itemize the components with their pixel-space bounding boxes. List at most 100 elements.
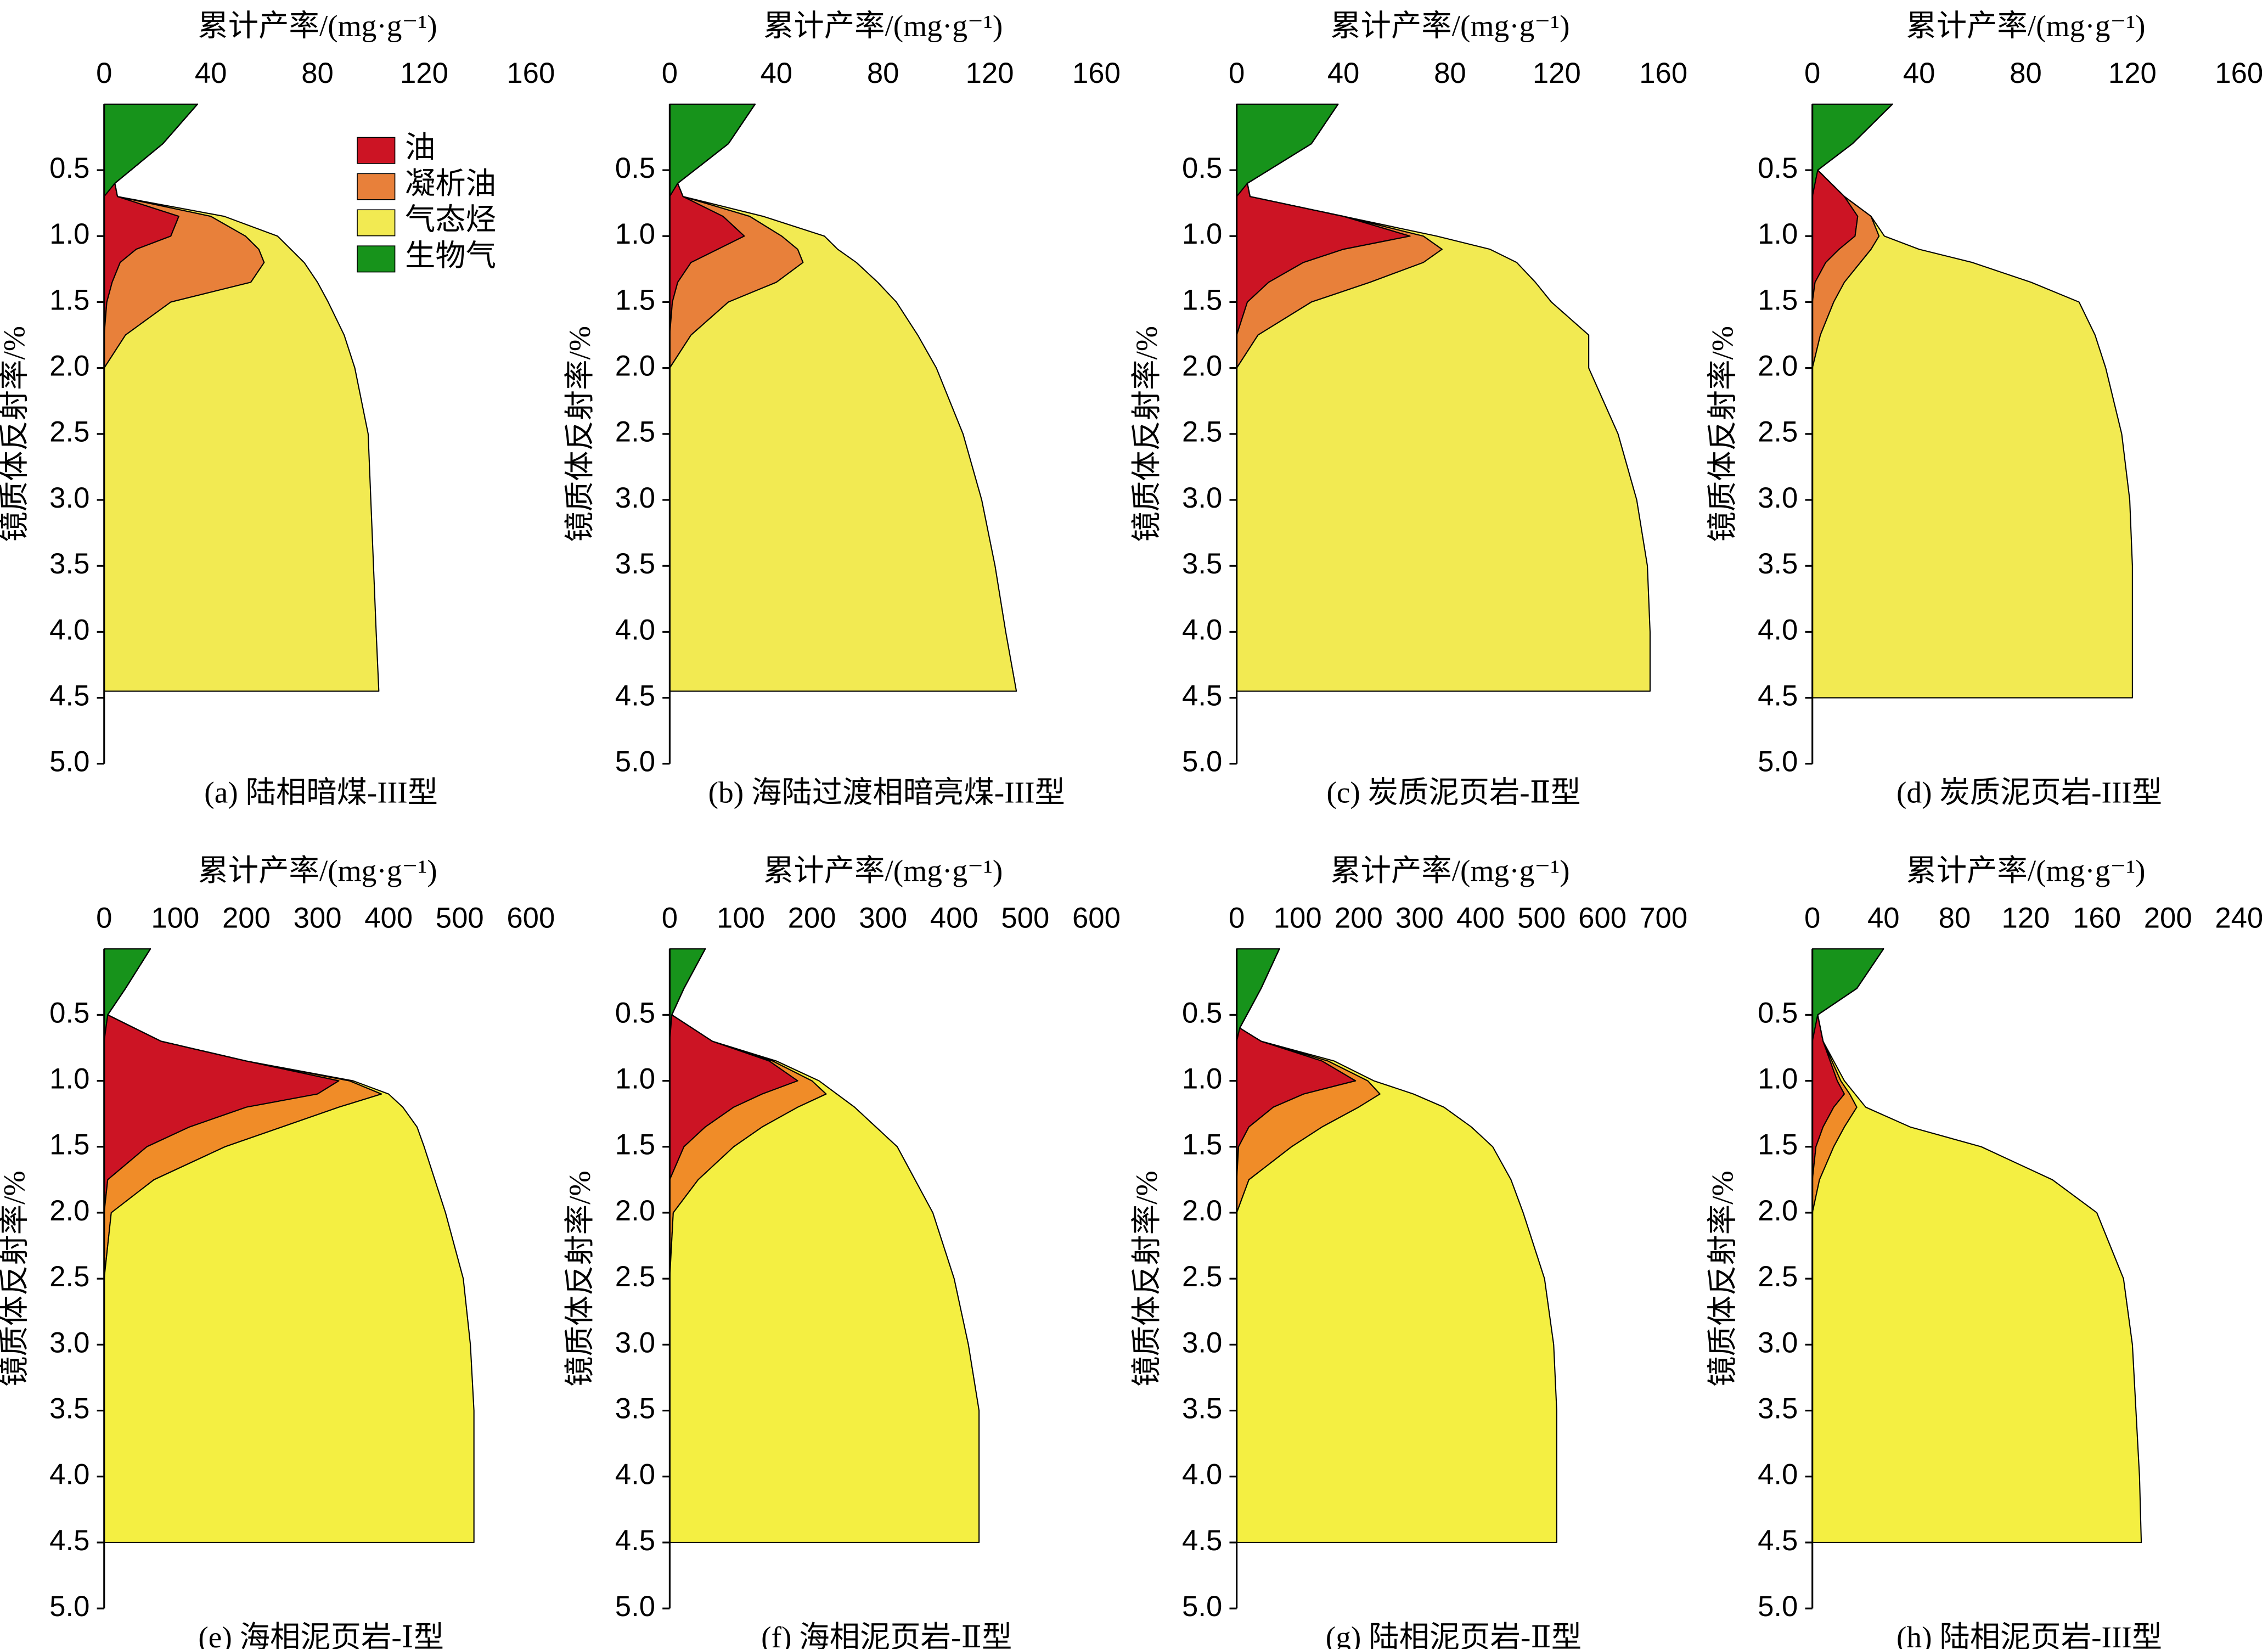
x-axis-title: 累计产率/(mg·g⁻¹): [198, 854, 437, 887]
y-tick-label: 5.0: [49, 1590, 89, 1623]
x-tick-label: 0: [1229, 57, 1245, 89]
x-tick-label: 600: [506, 902, 555, 934]
x-tick-label: 120: [2108, 57, 2157, 89]
x-tick-label: 40: [1867, 902, 1900, 934]
y-tick-label: 3.5: [1182, 1392, 1222, 1425]
y-tick-label: 4.0: [615, 614, 655, 646]
caption: (g) 陆相泥页岩-Ⅱ型: [1326, 1620, 1582, 1649]
area: [103, 103, 380, 692]
x-tick-label: 80: [1434, 57, 1466, 89]
x-tick-label: 400: [930, 902, 978, 934]
y-tick-label: 4.5: [615, 680, 655, 712]
y-tick-label: 2.5: [1182, 416, 1222, 448]
area: [103, 948, 475, 1543]
y-tick-label: 1.5: [615, 284, 655, 316]
y-tick-label: 2.5: [49, 416, 89, 448]
y-tick-label: 1.0: [49, 1062, 89, 1095]
y-tick-label: 1.5: [49, 1129, 89, 1161]
y-tick-label: 4.0: [49, 1459, 89, 1491]
x-axis-title: 累计产率/(mg·g⁻¹): [198, 9, 437, 42]
x-tick-label: 0: [1804, 57, 1820, 89]
x-axis-title: 累计产率/(mg·g⁻¹): [763, 854, 1003, 887]
y-tick-label: 5.0: [1182, 1590, 1222, 1623]
x-axis-title: 累计产率/(mg·g⁻¹): [763, 9, 1003, 42]
y-tick-label: 1.0: [615, 218, 655, 250]
x-tick-label: 400: [1456, 902, 1505, 934]
y-axis-title: 镜质体反射率/%: [563, 1170, 596, 1387]
legend-label: 气态烃: [405, 203, 496, 237]
y-tick-label: 2.5: [1758, 1260, 1798, 1293]
x-tick-label: 200: [222, 902, 271, 934]
x-tick-label: 500: [1001, 902, 1049, 934]
y-axis-title: 镜质体反射率/%: [0, 326, 31, 542]
y-tick-label: 3.5: [615, 548, 655, 580]
y-tick-label: 1.0: [1758, 1062, 1798, 1095]
y-tick-label: 2.5: [1182, 1260, 1222, 1293]
x-tick-label: 300: [859, 902, 907, 934]
y-tick-label: 1.0: [1758, 218, 1798, 250]
y-tick-label: 4.0: [1182, 1459, 1222, 1491]
x-tick-label: 160: [1639, 57, 1687, 89]
y-tick-label: 0.5: [1182, 152, 1222, 184]
y-tick-label: 3.5: [615, 1392, 655, 1425]
x-tick-label: 200: [1335, 902, 1383, 934]
y-tick-label: 0.5: [615, 997, 655, 1029]
y-tick-label: 0.5: [49, 152, 89, 184]
area: [669, 103, 1017, 692]
y-tick-label: 4.5: [1182, 1524, 1222, 1557]
y-tick-label: 4.5: [1758, 680, 1798, 712]
y-axis-title: 镜质体反射率/%: [563, 326, 596, 542]
y-tick-label: 5.0: [1182, 746, 1222, 778]
legend-swatch: [357, 245, 396, 273]
y-tick-label: 5.0: [1758, 746, 1798, 778]
y-tick-label: 3.0: [1182, 482, 1222, 514]
y-tick-label: 4.0: [1758, 614, 1798, 646]
area: [1811, 103, 2133, 699]
y-tick-label: 2.0: [49, 350, 89, 382]
y-tick-label: 0.5: [615, 152, 655, 184]
x-tick-label: 120: [400, 57, 448, 89]
y-tick-label: 2.5: [615, 416, 655, 448]
legend-swatch: [357, 137, 396, 164]
y-tick-label: 0.5: [1758, 997, 1798, 1029]
x-tick-label: 160: [506, 57, 555, 89]
y-tick-label: 4.5: [1182, 680, 1222, 712]
caption: (f) 海相泥页岩-Ⅱ型: [761, 1620, 1012, 1649]
x-axis-title: 累计产率/(mg·g⁻¹): [1330, 854, 1569, 887]
y-tick-label: 1.5: [1182, 1129, 1222, 1161]
caption: (d) 炭质泥页岩-III型: [1896, 775, 2162, 809]
y-tick-label: 2.0: [615, 350, 655, 382]
x-tick-label: 160: [1072, 57, 1121, 89]
y-tick-label: 3.0: [49, 482, 89, 514]
x-tick-label: 600: [1578, 902, 1627, 934]
caption: (a) 陆相暗煤-III型: [204, 775, 438, 809]
x-tick-label: 120: [966, 57, 1014, 89]
x-tick-label: 40: [1327, 57, 1360, 89]
x-tick-label: 120: [1533, 57, 1581, 89]
legend-label: 生物气: [405, 239, 496, 273]
y-tick-label: 1.0: [1182, 218, 1222, 250]
y-tick-label: 4.0: [615, 1459, 655, 1491]
y-tick-label: 3.5: [49, 1392, 89, 1425]
y-tick-label: 3.0: [49, 1326, 89, 1359]
y-tick-label: 2.5: [1758, 416, 1798, 448]
y-tick-label: 1.5: [1182, 284, 1222, 316]
x-tick-label: 40: [760, 57, 792, 89]
y-tick-label: 2.0: [1758, 350, 1798, 382]
x-axis-title: 累计产率/(mg·g⁻¹): [1906, 9, 2145, 42]
x-tick-label: 80: [2010, 57, 2042, 89]
legend-swatch: [357, 173, 396, 200]
x-tick-label: 40: [1903, 57, 1935, 89]
caption: (e) 海相泥页岩-Ⅰ型: [198, 1620, 444, 1649]
y-tick-label: 3.5: [1758, 548, 1798, 580]
x-tick-label: 40: [195, 57, 227, 89]
y-tick-label: 4.0: [1182, 614, 1222, 646]
y-tick-label: 3.5: [1758, 1392, 1798, 1425]
caption: (h) 陆相泥页岩-III型: [1896, 1620, 2162, 1649]
x-tick-label: 80: [301, 57, 334, 89]
y-tick-label: 2.0: [615, 1195, 655, 1227]
legend-swatch: [357, 209, 396, 237]
x-tick-label: 300: [1395, 902, 1444, 934]
y-tick-label: 2.5: [615, 1260, 655, 1293]
x-axis-title: 累计产率/(mg·g⁻¹): [1330, 9, 1569, 42]
